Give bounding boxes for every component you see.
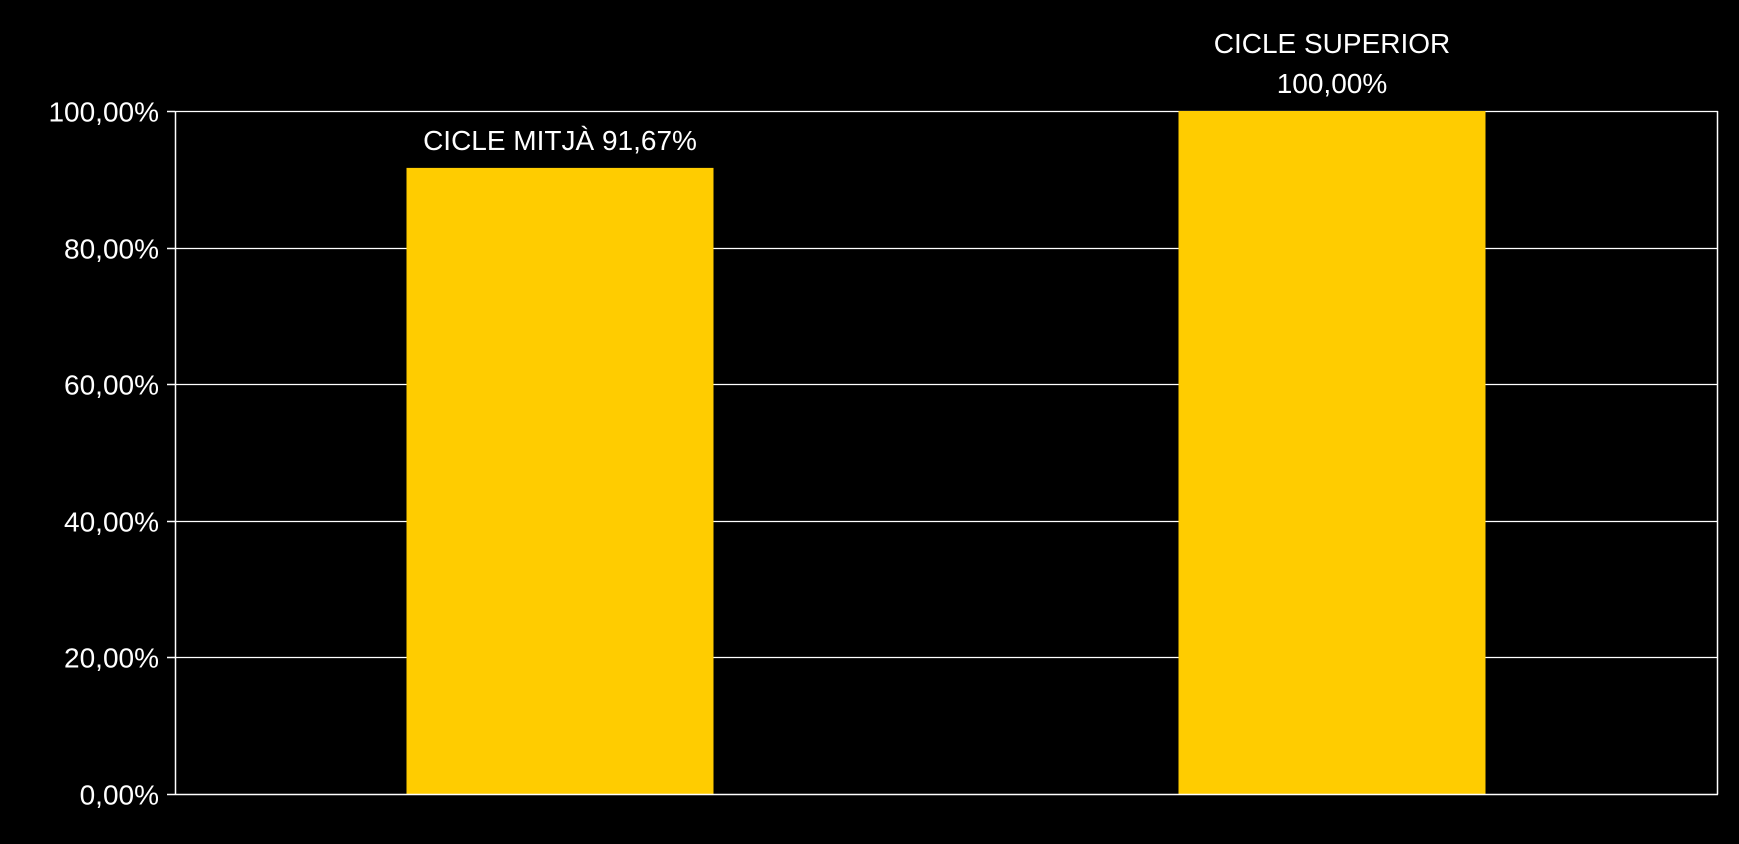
bar-data-label: 100,00% xyxy=(1277,68,1388,99)
bar xyxy=(407,168,714,794)
bar xyxy=(1179,111,1486,794)
y-tick-label: 20,00% xyxy=(64,643,159,674)
bar-data-label: CICLE MITJÀ 91,67% xyxy=(423,125,697,156)
y-tick-label: 0,00% xyxy=(80,780,159,811)
y-tick-label: 60,00% xyxy=(64,370,159,401)
bar-data-label: CICLE SUPERIOR xyxy=(1214,28,1451,59)
y-tick-label: 40,00% xyxy=(64,507,159,538)
y-tick-label: 80,00% xyxy=(64,234,159,265)
y-tick-label: 100,00% xyxy=(48,97,159,128)
